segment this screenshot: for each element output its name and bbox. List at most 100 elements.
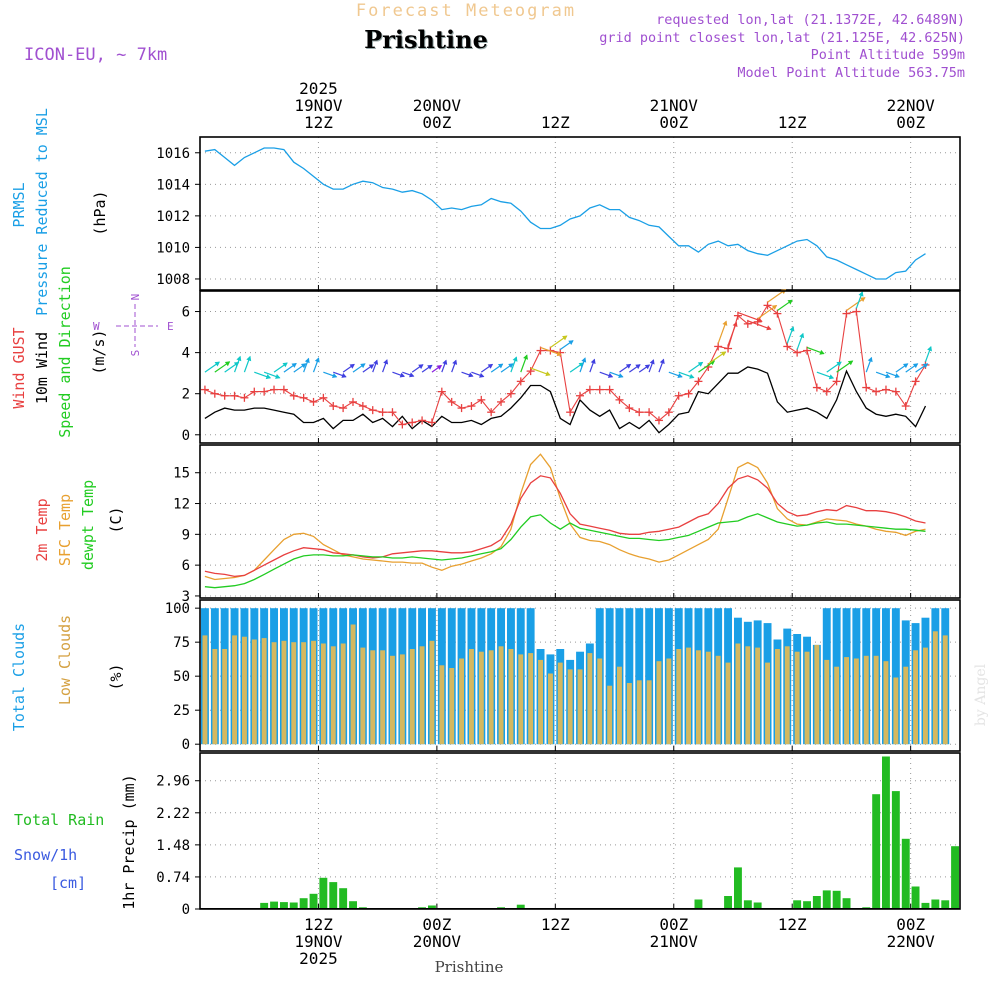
low-cloud-bar [567, 669, 573, 745]
panel-frame [199, 444, 961, 599]
precip-panel-labels: Total Rain Snow/1h [cm] 1hr Precip (mm) [14, 774, 138, 909]
wind-arrow-head [867, 356, 873, 363]
footer-location: Prishtine [435, 958, 504, 976]
low-cloud-bar [804, 651, 810, 745]
y-tick-label: 1012 [156, 209, 190, 225]
wind-arrow-head [697, 361, 704, 367]
wind-arrow [816, 371, 835, 380]
low-cloud-bar [222, 649, 228, 745]
low-cloud-bar [548, 673, 553, 745]
low-cloud-bar [775, 649, 780, 745]
precip-bar [299, 898, 308, 909]
wind-arrow [263, 371, 281, 379]
wind-arrow-head [523, 354, 528, 360]
wind-arrow-head [720, 351, 727, 357]
y-tick-label: 1.48 [156, 838, 190, 854]
wind-arrow-head [487, 363, 494, 369]
wind-arrow [273, 362, 288, 373]
precip-bar [329, 882, 338, 909]
low-cloud-bar [409, 649, 415, 745]
wind-arrow [895, 363, 909, 373]
precip-bar [339, 888, 348, 909]
wind-arrow-head [349, 363, 355, 369]
time-label: 12Z [304, 113, 333, 132]
low-cloud-bar [784, 646, 790, 745]
low-cloud-bar [399, 654, 405, 745]
wind-arrow-head [590, 358, 596, 365]
wind-arrow-head [732, 321, 738, 328]
time-label: 12Z [304, 915, 333, 934]
low-cloud-bar [903, 666, 909, 745]
prmsl-label: PRMSL [10, 182, 28, 227]
low-cloud-bar [330, 646, 336, 745]
precip-bar [921, 902, 930, 909]
gust-marker [852, 307, 861, 316]
gust-marker [635, 408, 644, 417]
time-label: 00Z [422, 915, 451, 934]
wind-arrow [392, 371, 405, 378]
gust-marker [329, 402, 338, 411]
wind-dir-label: Speed and Direction [56, 266, 74, 438]
wind-arrow [924, 346, 932, 363]
grid-point-coords: grid point closest lon,lat (21.125E, 42.… [599, 30, 965, 46]
low-cloud-bar [686, 647, 691, 745]
cloud-unit-label: (%) [107, 663, 125, 690]
precip-bar [753, 902, 762, 909]
wind-arrow [796, 332, 805, 350]
precip-bar [951, 846, 959, 909]
gust-marker [566, 408, 575, 417]
low-cloud-bar [350, 624, 356, 745]
time-label: 00Z [659, 915, 688, 934]
wind-arrow-head [497, 363, 504, 369]
time-label: 2025 [299, 949, 338, 968]
panel-frame [199, 136, 961, 291]
wind-arrow [619, 363, 632, 373]
t2m-line [204, 475, 926, 578]
total-cloud-bar [625, 608, 634, 745]
wind-arrow-head [265, 374, 272, 380]
low-cloud-bar [301, 642, 307, 745]
wind-arrow-head [618, 373, 624, 378]
low-cloud-bar [646, 680, 652, 745]
precip-bar [724, 896, 732, 909]
wind-arrow [737, 312, 763, 323]
banner-title: Forecast Meteogram [356, 1, 576, 21]
gust-marker [862, 383, 871, 392]
wind-arrow [599, 371, 614, 378]
panels: 1008 1010 1012 1014 1016 0 2 4 6 3 6 9 12 15 0 25 50 75 10… [156, 136, 961, 918]
low-cloud-bar [271, 642, 277, 745]
wind-arrow [214, 361, 231, 373]
wind-arrow-head [236, 355, 242, 362]
wind-arrow [480, 363, 494, 373]
y-tick-label: 1016 [156, 146, 190, 162]
wind-arrow-head [368, 364, 375, 370]
wind-arrow [747, 320, 772, 331]
time-label: 21NOV [650, 932, 699, 951]
wind-arrow [500, 363, 514, 373]
wind-arrow [905, 363, 919, 373]
wind-arrow-head [766, 325, 772, 331]
gust-marker [270, 385, 279, 394]
gust-marker [576, 391, 584, 400]
low-cloud-bar [745, 646, 751, 745]
wind-arrow-shaft [747, 320, 772, 330]
low-cloud-bar [281, 640, 287, 745]
wind-arrow [520, 354, 528, 373]
precip-bar [319, 877, 328, 909]
wind-arrow-head [452, 359, 458, 365]
snow-unit-label: [cm] [50, 874, 86, 892]
gust-marker [457, 404, 466, 413]
gust-marker [240, 393, 249, 402]
wind-arrow-head [659, 358, 665, 365]
panel-frame [199, 599, 961, 752]
panel-frame [199, 752, 961, 910]
low-cloud-bar [824, 659, 830, 745]
low-cloud-bar [528, 653, 534, 745]
wind-arrow-head [787, 299, 793, 305]
y-tick-label: 12 [173, 497, 190, 513]
low-cloud-bar [518, 654, 524, 745]
wind-arrow [411, 364, 424, 373]
wind-arrow [826, 361, 842, 373]
precip-bar [270, 901, 278, 909]
